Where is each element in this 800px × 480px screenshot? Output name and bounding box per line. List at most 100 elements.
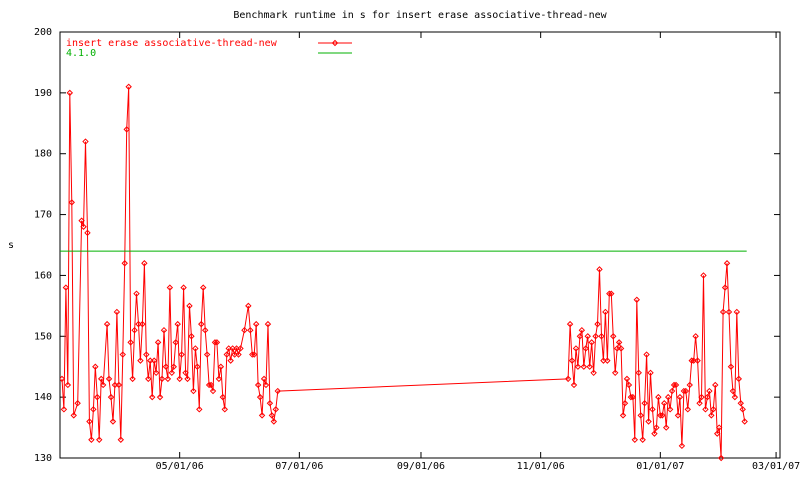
point xyxy=(251,351,258,358)
point xyxy=(258,412,266,419)
point xyxy=(217,363,225,370)
x-tick-label: 01/01/07 xyxy=(636,461,684,472)
point xyxy=(68,199,75,206)
point xyxy=(661,400,668,407)
point xyxy=(674,412,682,419)
series-line xyxy=(61,86,746,459)
point xyxy=(223,351,230,358)
point xyxy=(166,284,174,291)
point xyxy=(141,260,148,267)
point xyxy=(682,387,690,395)
point xyxy=(635,369,642,377)
point xyxy=(150,357,158,364)
point xyxy=(653,424,660,431)
x-tick-label: 05/01/06 xyxy=(156,461,204,472)
point xyxy=(706,387,713,395)
point xyxy=(582,345,589,352)
point xyxy=(241,326,248,334)
point xyxy=(717,454,725,462)
point xyxy=(129,375,136,383)
y-tick-label: 130 xyxy=(34,453,52,464)
point xyxy=(260,375,268,383)
point xyxy=(170,363,177,370)
point xyxy=(592,333,599,340)
point xyxy=(666,406,674,413)
point xyxy=(60,375,66,383)
point xyxy=(94,393,101,401)
point xyxy=(254,381,262,389)
point xyxy=(610,333,617,340)
point xyxy=(105,375,113,383)
y-tick-label: 190 xyxy=(34,88,52,99)
point xyxy=(578,326,586,334)
point xyxy=(272,406,280,413)
point xyxy=(694,357,701,364)
point xyxy=(625,381,633,389)
legend-label: 4.1.0 xyxy=(66,48,96,59)
point xyxy=(245,302,252,310)
point xyxy=(715,424,723,431)
point xyxy=(131,326,138,334)
point xyxy=(99,381,107,389)
point xyxy=(710,406,717,413)
point xyxy=(672,381,680,389)
point xyxy=(639,436,646,443)
point xyxy=(692,333,699,340)
point xyxy=(611,369,619,377)
point xyxy=(266,400,274,407)
point xyxy=(158,375,166,383)
point xyxy=(678,442,686,450)
point xyxy=(109,418,117,425)
point xyxy=(264,320,272,328)
point xyxy=(237,345,244,352)
point xyxy=(192,345,199,352)
point xyxy=(564,375,572,383)
point xyxy=(227,357,234,364)
point xyxy=(741,418,748,425)
point xyxy=(143,351,150,358)
point xyxy=(696,400,703,407)
point xyxy=(172,339,179,346)
point xyxy=(719,308,727,316)
point xyxy=(74,400,81,407)
point xyxy=(655,393,662,401)
point xyxy=(164,375,172,383)
point xyxy=(64,381,72,389)
legend-marker xyxy=(331,39,339,47)
point xyxy=(213,339,221,346)
point xyxy=(203,351,211,358)
point xyxy=(627,393,635,401)
point xyxy=(572,345,580,352)
point xyxy=(139,320,146,328)
point xyxy=(664,393,672,401)
point xyxy=(668,387,676,395)
point xyxy=(698,393,705,401)
point xyxy=(182,369,189,377)
point xyxy=(215,375,223,383)
point xyxy=(733,308,741,316)
point xyxy=(145,375,152,383)
point xyxy=(107,393,115,401)
point xyxy=(62,284,70,291)
point xyxy=(680,387,688,395)
point xyxy=(721,284,729,291)
point xyxy=(712,381,719,389)
chart-title: Benchmark runtime in s for insert erase … xyxy=(233,10,607,21)
point xyxy=(168,369,176,377)
point xyxy=(731,393,739,401)
point xyxy=(566,320,574,328)
point xyxy=(670,381,678,389)
point xyxy=(249,351,256,358)
point xyxy=(729,387,737,395)
point xyxy=(633,296,640,303)
point xyxy=(274,387,281,395)
point xyxy=(92,363,99,370)
point xyxy=(137,357,144,364)
point xyxy=(580,363,588,370)
point xyxy=(727,363,735,370)
point xyxy=(235,351,242,358)
point xyxy=(90,406,97,413)
point xyxy=(643,351,650,358)
point xyxy=(617,345,625,352)
